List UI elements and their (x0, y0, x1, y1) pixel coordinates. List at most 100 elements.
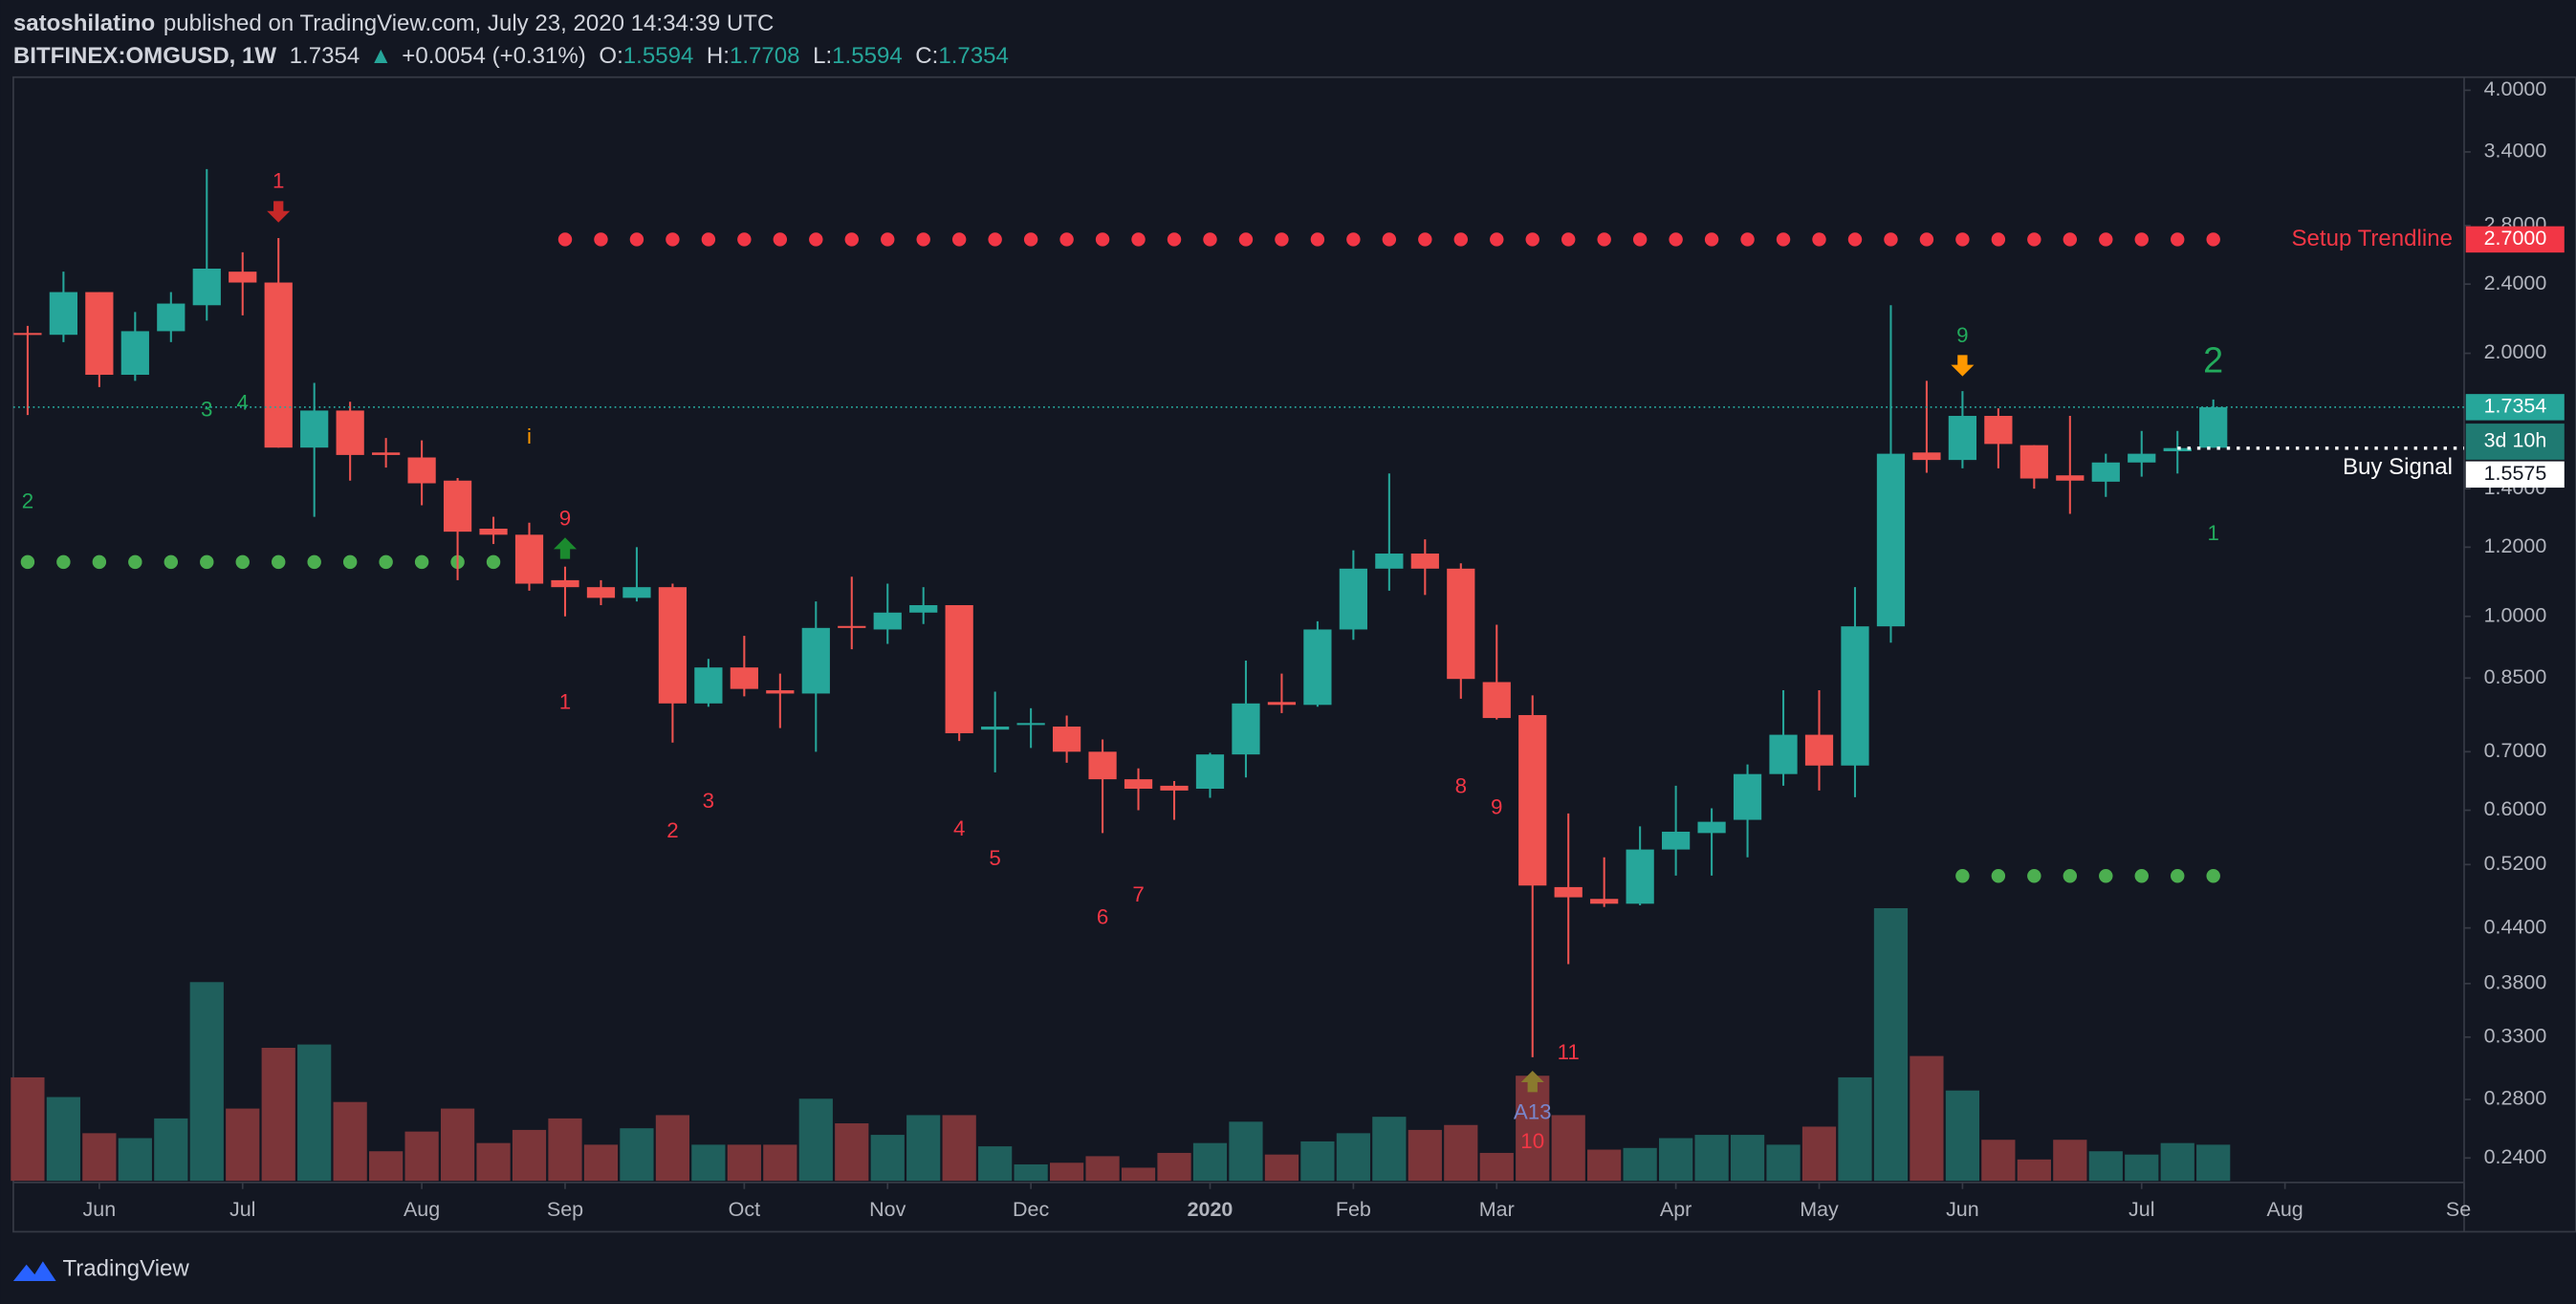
level-dot (1847, 232, 1863, 247)
level-dot (92, 554, 107, 570)
level-dot (164, 554, 179, 570)
candle-body (229, 272, 257, 283)
candle-body (192, 268, 221, 306)
volume-bar (1910, 1055, 1944, 1182)
ohlc-value: 1.5594 (832, 43, 903, 69)
candle-body (2019, 445, 2048, 479)
td-count: 6 (1097, 905, 1108, 929)
volume-bar (835, 1123, 869, 1182)
volume-bar (297, 1044, 332, 1182)
signal-arrow (553, 537, 578, 559)
time-axis: Jun Jul Aug Sep Oct Nov Dec 2020 Feb Mar Apr May Jun… (83, 1182, 2471, 1221)
candle-body (1303, 629, 1332, 706)
volume-bar (404, 1131, 439, 1182)
x-tick-label: 2020 (1188, 1198, 1233, 1221)
volume-bar (1336, 1133, 1370, 1182)
level-dot (737, 232, 752, 247)
candle-body (1733, 773, 1762, 820)
td-count: 2 (22, 489, 33, 512)
brand: TradingView (62, 1255, 189, 1281)
level-dot (1740, 232, 1755, 247)
level-dot (1418, 232, 1432, 247)
td-count: 8 (1455, 774, 1467, 798)
candle-body (120, 331, 149, 376)
td-count: 9 (1491, 794, 1502, 818)
candle-body (264, 282, 293, 448)
td-count: 9 (559, 507, 571, 531)
volume-bar (1444, 1124, 1478, 1182)
level-dot (2099, 869, 2113, 883)
level-text: Setup Trendline (2292, 226, 2453, 251)
level-dot (1525, 232, 1539, 247)
candle-body (479, 528, 508, 535)
volume-bar (691, 1144, 726, 1182)
candle-body (1948, 416, 1977, 461)
ohlc-label: O: (599, 43, 622, 69)
x-tick-label: Aug (404, 1198, 440, 1221)
volume-bar (1229, 1121, 1263, 1182)
level-dot (1812, 232, 1826, 247)
candle-body (1088, 751, 1117, 780)
candle-body (85, 292, 114, 376)
y-tick-label: 0.2800 (2484, 1087, 2547, 1110)
level-dot (2063, 869, 2078, 883)
volume-bar (583, 1144, 619, 1182)
volume-bar (1300, 1141, 1335, 1182)
candle-body (801, 627, 830, 694)
volume-bar (1730, 1135, 1765, 1182)
td-count: 11 (1558, 1040, 1580, 1064)
candle-body (1160, 785, 1189, 791)
level-dot (1991, 232, 2006, 247)
candle-body (13, 333, 42, 336)
level-dot (2206, 232, 2220, 247)
level-dot (988, 232, 1002, 247)
candle-body (586, 587, 616, 598)
td-count: 3 (703, 789, 714, 813)
volume-bar (2088, 1151, 2123, 1182)
volume-bar (548, 1118, 582, 1182)
level-dot (235, 554, 250, 570)
volume-bar (1801, 1126, 1837, 1182)
candle-body (443, 480, 472, 532)
candle-body (2199, 406, 2228, 448)
candle-body (1124, 779, 1153, 790)
volume-bar (1121, 1167, 1156, 1182)
level-dot (844, 232, 859, 247)
buy-signal-badge (2465, 461, 2565, 489)
x-tick-label: May (1800, 1198, 1839, 1221)
y-tick-label: 4.0000 (2484, 77, 2547, 100)
x-tick-label: Dec (1013, 1198, 1049, 1221)
candle-body (1339, 568, 1367, 630)
volume-bar (476, 1142, 511, 1182)
candle-body (1410, 554, 1439, 569)
y-tick-label: 0.5200 (2484, 852, 2547, 875)
x-tick-label: Oct (729, 1198, 760, 1221)
x-tick-label: Jul (229, 1198, 255, 1221)
volume-bar (1372, 1117, 1407, 1182)
level-dot (1238, 232, 1254, 247)
x-tick-label: Nov (869, 1198, 906, 1221)
candle-body (945, 604, 973, 733)
candle-body (981, 726, 1010, 730)
volume-bar (870, 1135, 905, 1182)
candle-body (909, 604, 938, 613)
level-dot (557, 232, 573, 247)
level-dot (1884, 232, 1898, 247)
td-count: 9 (1956, 323, 1968, 347)
candle-body (1590, 899, 1619, 904)
td-count: 5 (989, 846, 1000, 870)
volume-bar (1157, 1152, 1191, 1182)
x-tick-label: Sep (547, 1198, 583, 1221)
candle-body (873, 612, 902, 630)
level-dot (594, 232, 608, 247)
level-dot (1203, 232, 1217, 247)
level-dot (2099, 232, 2113, 247)
volume-bar (727, 1144, 761, 1182)
level-dot (2134, 232, 2149, 247)
candle-body (300, 410, 329, 448)
candle-body (1052, 726, 1081, 752)
volume-bar (620, 1128, 654, 1182)
level-dot (1059, 232, 1074, 247)
